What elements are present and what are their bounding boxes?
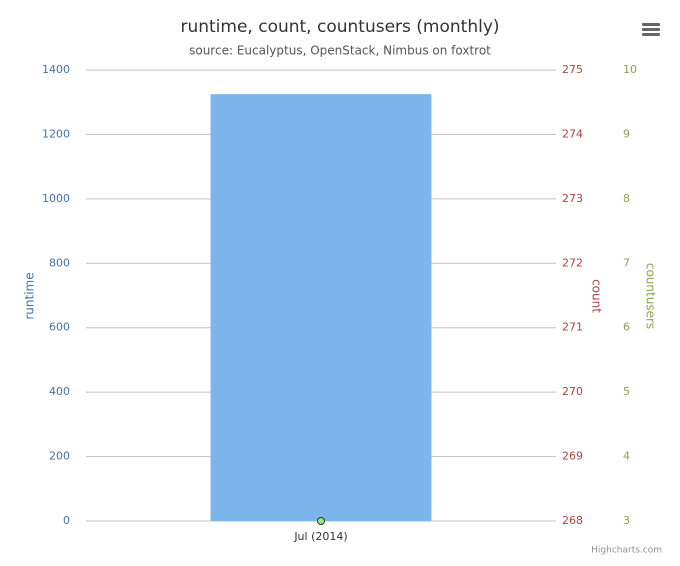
y2-tick-label: 272 — [562, 256, 583, 269]
menu-bar — [642, 28, 660, 31]
bar — [210, 94, 432, 522]
y-tick-label: 400 — [49, 385, 70, 398]
menu-button[interactable] — [642, 23, 660, 36]
y3-axis-title: countusers — [644, 263, 658, 329]
y3-tick-label: 3 — [623, 514, 630, 527]
y2-tick-label: 274 — [562, 127, 583, 140]
y-tick-label: 800 — [49, 256, 70, 269]
y2-tick-label: 270 — [562, 385, 583, 398]
y3-tick-label: 6 — [623, 321, 630, 334]
y-tick-label: 200 — [49, 450, 70, 463]
y3-tick-label: 10 — [623, 63, 637, 76]
menu-bar — [642, 33, 660, 36]
y3-tick-label: 4 — [623, 450, 630, 463]
y3-tick-label: 5 — [623, 385, 630, 398]
menu-bar — [642, 23, 660, 26]
y2-tick-label: 273 — [562, 192, 583, 205]
y2-tick-label: 268 — [562, 514, 583, 527]
y3-tick-label: 7 — [623, 256, 630, 269]
y-tick-label: 600 — [49, 321, 70, 334]
y-tick-label: 1000 — [42, 192, 70, 205]
credits[interactable]: Highcharts.com — [591, 546, 662, 556]
y2-tick-label: 271 — [562, 321, 583, 334]
point — [317, 517, 325, 525]
y2-tick-label: 275 — [562, 63, 583, 76]
y3-tick-label: 9 — [623, 127, 630, 140]
y-tick-label: 1200 — [42, 127, 70, 140]
y-tick-label: 1400 — [42, 63, 70, 76]
y-tick-label: 0 — [63, 514, 70, 527]
y2-axis-title: count — [590, 279, 604, 313]
y-axis-title: runtime — [23, 272, 37, 319]
x-tick-label: Jul (2014) — [293, 530, 347, 543]
chart-title: runtime, count, countusers (monthly) — [180, 17, 499, 37]
y3-tick-label: 8 — [623, 192, 630, 205]
y2-tick-label: 269 — [562, 450, 583, 463]
chart-subtitle: source: Eucalyptus, OpenStack, Nimbus on… — [189, 44, 491, 58]
